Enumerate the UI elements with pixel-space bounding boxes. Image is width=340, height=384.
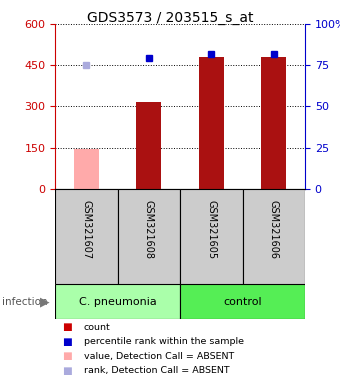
Bar <box>242 189 305 284</box>
Bar <box>118 189 180 284</box>
Text: GDS3573 / 203515_s_at: GDS3573 / 203515_s_at <box>87 11 253 25</box>
Bar <box>180 189 242 284</box>
Text: infection: infection <box>2 296 47 307</box>
Text: ■: ■ <box>62 337 72 347</box>
Bar <box>55 189 118 284</box>
Bar <box>261 57 286 189</box>
Text: GSM321606: GSM321606 <box>269 200 279 259</box>
Bar <box>55 284 180 319</box>
Text: rank, Detection Call = ABSENT: rank, Detection Call = ABSENT <box>84 366 230 376</box>
Text: C. pneumonia: C. pneumonia <box>79 296 156 307</box>
Text: count: count <box>84 323 111 332</box>
Text: ■: ■ <box>62 322 72 332</box>
Bar <box>136 102 161 189</box>
Text: ■: ■ <box>62 366 72 376</box>
Text: percentile rank within the sample: percentile rank within the sample <box>84 337 244 346</box>
Text: value, Detection Call = ABSENT: value, Detection Call = ABSENT <box>84 352 234 361</box>
Text: GSM321605: GSM321605 <box>206 200 216 260</box>
Text: ▶: ▶ <box>40 295 50 308</box>
Text: GSM321607: GSM321607 <box>81 200 91 260</box>
Text: control: control <box>223 296 262 307</box>
Bar <box>74 149 99 189</box>
Bar <box>180 284 305 319</box>
Text: ■: ■ <box>62 351 72 361</box>
Bar <box>199 57 224 189</box>
Text: GSM321608: GSM321608 <box>144 200 154 259</box>
